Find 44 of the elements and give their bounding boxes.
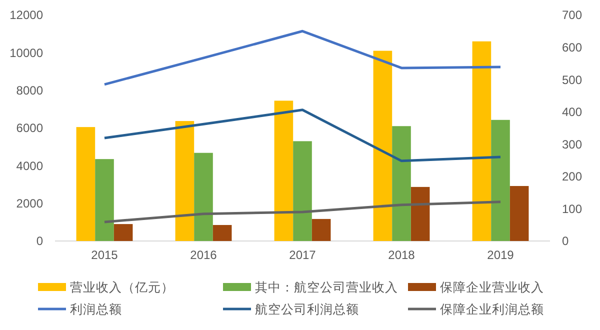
bar [472,41,492,241]
bar [76,127,96,241]
bar [312,218,331,241]
legend-label: 航空公司利润总额 [255,302,359,316]
bar [491,120,510,241]
y2-tick-label: 600 [562,40,582,54]
y-tick-label: 0 [36,234,44,248]
y-tick-label: 12000 [10,8,44,22]
legend-label: 其中：航空公司营业收入 [255,280,398,294]
y-tick-label: 8000 [16,84,44,98]
bar [410,186,430,241]
x-tick-label: 2019 [487,248,514,262]
bar [194,152,213,241]
y2-tick-label: 200 [562,170,582,184]
x-tick-label: 2018 [388,248,416,262]
bar [373,50,392,241]
bar [274,100,294,241]
y2-tick-label: 300 [562,137,582,152]
bar [175,121,194,241]
legend-label: 保障企业营业收入 [440,280,544,294]
y2-tick-label: 700 [562,8,582,22]
line-series [103,200,502,224]
y-tick-label: 4000 [16,158,44,173]
bar [212,224,232,241]
y2-tick-label: 500 [562,72,582,87]
line-series [103,108,502,162]
x-tick-label: 2015 [91,248,118,262]
y2-tick-label: 0 [562,234,569,248]
y-tick-label: 10000 [10,46,44,60]
bar [95,159,114,241]
bar [114,224,133,241]
y2-tick-label: 100 [562,202,582,216]
line-series [103,30,502,86]
legend-label: 营业收入（亿元） [70,280,174,294]
y2-tick-label: 400 [562,105,582,120]
x-tick-label: 2016 [190,248,218,262]
legend-label: 利润总额 [70,302,122,316]
y-tick-label: 6000 [16,121,44,136]
x-tick-label: 2017 [289,248,316,262]
bar [392,126,411,241]
bar [293,141,312,241]
y-tick-label: 2000 [16,196,44,211]
legend-label: 保障企业利润总额 [440,302,544,316]
bar [510,186,529,241]
